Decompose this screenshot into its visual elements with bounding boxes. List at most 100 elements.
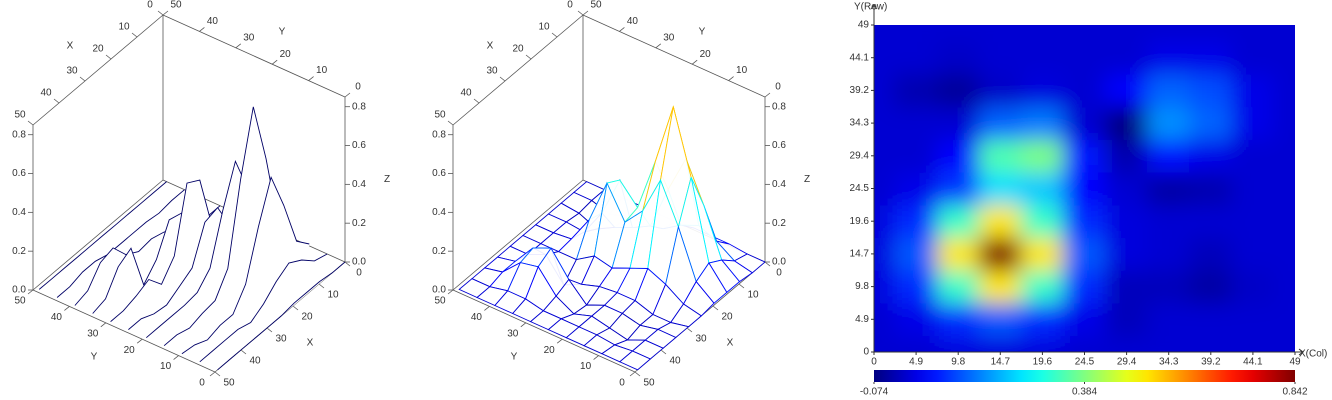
- y-tick-label: 30: [507, 328, 519, 339]
- x-tick-mark: [131, 32, 138, 38]
- x-axis-label: X(Col): [1299, 349, 1327, 360]
- heatmap-cell: [874, 25, 896, 42]
- y-tick-label: 19.6: [850, 216, 870, 227]
- x-tick-label: 20: [721, 312, 733, 323]
- heatmap-cell: [1020, 73, 1064, 108]
- y-tick-label: 40: [471, 312, 483, 323]
- y-tick-mark: [64, 306, 70, 311]
- x-tick-mark: [214, 371, 221, 377]
- x-tick-label: 9.8: [951, 357, 965, 368]
- heatmap-cell: [874, 335, 896, 352]
- x-tick-mark: [525, 54, 532, 60]
- z-tick-label: 0.4: [772, 179, 786, 190]
- z-tick-label: 0.8: [432, 129, 446, 140]
- y-tick-label: 0: [619, 378, 625, 389]
- x-axis-label: X: [307, 338, 314, 349]
- x-tick-label: 50: [434, 110, 446, 121]
- x-tick-mark: [551, 32, 558, 38]
- y-tick-mark: [582, 10, 589, 16]
- y-tick-mark: [136, 338, 143, 344]
- heatmap-cell: [978, 73, 1022, 108]
- heatmap-cell: [978, 40, 1022, 75]
- y-tick-mark: [447, 289, 454, 295]
- heatmap-cell: [894, 40, 938, 75]
- heatmap-cell: [936, 237, 980, 271]
- heatmap-cell: [1231, 269, 1275, 304]
- x-tick-label: 40: [460, 88, 472, 99]
- heatmap-cell: [1147, 335, 1191, 352]
- heatmap-cell: [1147, 204, 1191, 239]
- x-tick-label: 39.2: [1201, 357, 1221, 368]
- heatmap-cell: [1020, 40, 1064, 75]
- y-tick-label: 50: [14, 296, 26, 307]
- heatmap-cell: [1062, 106, 1107, 140]
- heatmap-cell: [1105, 40, 1149, 75]
- heatmap-cell: [894, 302, 938, 337]
- x-tick-label: 30: [275, 334, 287, 345]
- heatmap-cell: [1231, 25, 1275, 42]
- heatmap-cell: [1105, 204, 1149, 239]
- heatmap-cell: [1231, 335, 1275, 352]
- y-axis-label: Y: [511, 352, 518, 363]
- surface-line: [217, 261, 346, 371]
- x-tick-mark: [577, 10, 584, 16]
- x-tick-label: 14.7: [991, 357, 1011, 368]
- heatmap-cell: [1105, 106, 1149, 140]
- heatmap-cell: [936, 302, 980, 337]
- x-axis-label: X: [67, 41, 74, 52]
- x-tick-label: 34.3: [1159, 357, 1179, 368]
- y-tick-mark: [556, 338, 563, 344]
- heatmap-cell: [894, 335, 938, 352]
- heatmap-cell: [1231, 73, 1275, 108]
- heatmap-cell: [978, 171, 1022, 206]
- x-tick-mark: [240, 349, 247, 355]
- z-tick-label: 0.2: [352, 218, 366, 229]
- heatmap-cell: [1273, 40, 1295, 75]
- heatmap-cell: [874, 138, 896, 173]
- x-tick-label: 0: [147, 0, 153, 11]
- heatmap-cell: [1062, 40, 1107, 75]
- heatmap-cell: [1189, 204, 1233, 239]
- y-tick-mark: [629, 371, 636, 377]
- heatmap-cell: [1062, 302, 1107, 337]
- heatmap-cell: [1105, 73, 1149, 108]
- y-tick-label: 0: [863, 347, 869, 358]
- colorbar-tick-label: 0.384: [1072, 387, 1097, 398]
- heatmap-cell: [874, 106, 896, 140]
- x-tick-label: 0: [567, 0, 573, 11]
- y-tick-label: 20: [700, 49, 712, 60]
- y-tick-label: 0: [355, 82, 361, 93]
- y-tick-label: 4.9: [855, 314, 869, 325]
- heatmap-cell: [1062, 237, 1107, 271]
- y-tick-mark: [593, 355, 599, 360]
- heatmap-cell: [1062, 73, 1107, 108]
- box-edge: [452, 179, 584, 291]
- heatmap-cell: [936, 25, 980, 42]
- heatmap-cell: [1020, 335, 1064, 352]
- heatmap-cell: [936, 40, 980, 75]
- x-tick-mark: [292, 305, 299, 311]
- x-tick-label: 30: [486, 66, 498, 77]
- x-tick-mark: [660, 349, 667, 355]
- heatmap-cell: [1231, 237, 1275, 271]
- heatmap-cell: [1105, 237, 1149, 271]
- y-tick-label: 50: [170, 0, 182, 11]
- heatmap-cell: [1147, 237, 1191, 271]
- box-edge: [32, 289, 216, 373]
- z-tick-label: 0.4: [352, 179, 366, 190]
- x-tick-label: 49: [1289, 357, 1301, 368]
- heatmap-cell: [1020, 269, 1064, 304]
- z-tick-label: 0.0: [432, 285, 446, 296]
- heatmap-cell: [1147, 138, 1191, 173]
- y-tick-label: 9.8: [855, 281, 869, 292]
- heatmap-cell: [1231, 171, 1275, 206]
- heatmap-cell: [1147, 302, 1191, 337]
- x-tick-mark: [266, 327, 273, 333]
- mesh-cell: [618, 350, 652, 371]
- heatmap-cell: [1189, 106, 1233, 140]
- occluder: [110, 180, 238, 322]
- z-tick-label: 0.8: [772, 101, 786, 112]
- heatmap-cell: [894, 237, 938, 271]
- heatmap-cell: [874, 302, 896, 337]
- z-tick-label: 0.8: [12, 129, 26, 140]
